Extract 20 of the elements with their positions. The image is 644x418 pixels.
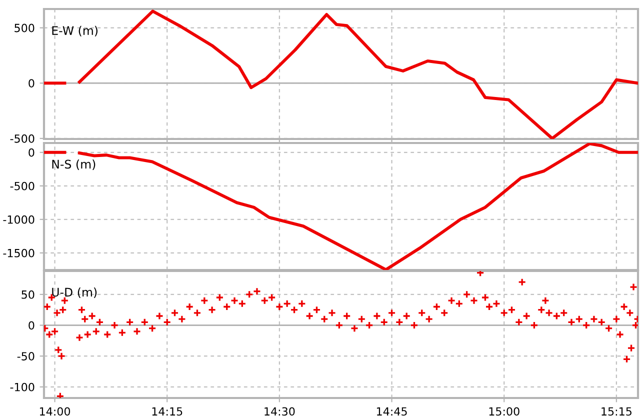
y-tick-label: 0 <box>28 321 34 330</box>
y-tick-label: -1500 <box>3 248 34 258</box>
x-tick-label: 14:00 <box>40 407 70 416</box>
x-tick-label: 15:15 <box>602 407 632 416</box>
y-tick-label: -100 <box>10 382 34 392</box>
text: U-D (m) <box>52 288 97 298</box>
y-tick-label: 50 <box>22 290 34 299</box>
y-tick-label: -50 <box>17 352 34 360</box>
x-tick-label: 14:45 <box>376 407 407 416</box>
y-tick-label: 0 <box>28 79 34 88</box>
text: E-W (m) <box>52 26 98 36</box>
y-tick-label: -1000 <box>3 215 34 224</box>
x-tick-label: 14:15 <box>152 407 182 416</box>
y-tick-label: 0 <box>28 148 34 157</box>
x-tick-label: 15:00 <box>489 407 520 416</box>
x-tick-label: 14:30 <box>264 407 295 416</box>
text: N-S (m) <box>52 160 96 170</box>
y-tick-label: 500 <box>14 24 34 32</box>
y-tick-label: -500 <box>10 182 34 190</box>
y-tick-label: -500 <box>10 134 34 143</box>
